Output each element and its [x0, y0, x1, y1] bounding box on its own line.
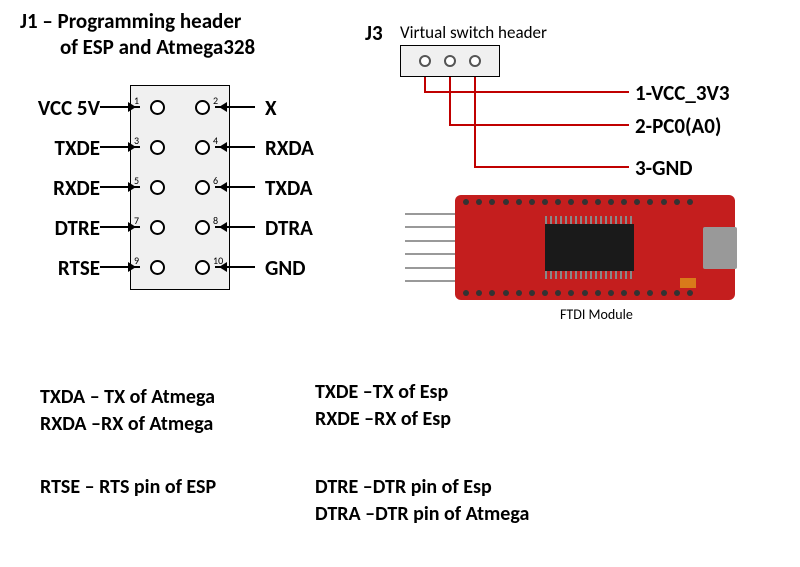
j3-wire-h-3	[474, 166, 629, 168]
j1-label-left-3: RXDE	[15, 175, 100, 201]
j1-arrow-left-1	[100, 106, 140, 108]
ftdi-bottom-pins	[463, 290, 693, 296]
j3-wire-v-1	[424, 77, 426, 92]
j1-arrow-right-4	[215, 226, 255, 228]
j1-pin-left-1	[150, 100, 165, 115]
j3-label-1: 1-VCC_3V3	[635, 80, 730, 106]
j3-pin-3	[469, 55, 481, 67]
j3-pin-1	[419, 55, 431, 67]
legend-left-3: RTSE – RTS pin of ESP	[40, 475, 216, 499]
j1-arrow-left-3	[100, 186, 140, 188]
j1-label-right-1: X	[265, 95, 277, 121]
j1-label-left-1: VCC 5V	[15, 95, 100, 121]
legend-right-1: TXDE –TX of Esp	[315, 380, 448, 404]
j1-label-right-3: TXDA	[265, 175, 312, 201]
ftdi-top-pins	[463, 199, 693, 205]
j1-pin-left-3	[150, 180, 165, 195]
j1-pin-right-1	[195, 100, 210, 115]
j1-pin-left-2	[150, 140, 165, 155]
j1-arrow-right-2	[215, 146, 255, 148]
j1-arrow-left-4	[100, 226, 140, 228]
j1-label-right-4: DTRA	[265, 215, 313, 241]
j1-title-line1: J1 – Programming header	[20, 8, 241, 34]
j1-pin-right-2	[195, 140, 210, 155]
j3-wire-h-1	[424, 91, 629, 93]
ftdi-chip-pins-bottom	[545, 271, 635, 279]
j1-arrow-right-5	[215, 266, 255, 268]
j1-pin-right-3	[195, 180, 210, 195]
legend-left-1: TXDA – TX of Atmega	[40, 385, 215, 409]
j3-wire-h-2	[449, 124, 629, 126]
ftdi-usb	[703, 227, 737, 269]
legend-right-2: RXDE –RX of Esp	[315, 407, 451, 431]
legend-left-2: RXDA –RX of Atmega	[40, 412, 213, 436]
j3-wire-v-2	[449, 77, 451, 125]
j1-title-line2: of ESP and Atmega328	[60, 34, 255, 60]
legend-right-3: DTRE –DTR pin of Esp	[315, 475, 492, 499]
ftdi-component	[680, 278, 696, 288]
j1-label-left-4: DTRE	[15, 215, 100, 241]
j3-wire-v-3	[474, 77, 476, 167]
legend-right-4: DTRA –DTR pin of Atmega	[315, 502, 529, 526]
j1-label-right-5: GND	[265, 255, 305, 281]
j1-pin-right-5	[195, 260, 210, 275]
j1-label-left-5: RTSE	[15, 255, 100, 281]
j3-pin-2	[444, 55, 456, 67]
j1-pin-right-4	[195, 220, 210, 235]
j1-arrow-right-1	[215, 106, 255, 108]
ftdi-leads	[405, 213, 455, 282]
j1-arrow-left-5	[100, 266, 140, 268]
j1-pin-left-4	[150, 220, 165, 235]
ftdi-caption: FTDI Module	[560, 306, 633, 323]
j1-label-left-2: TXDE	[15, 135, 100, 161]
j1-label-right-2: RXDA	[265, 135, 314, 161]
j3-label-3: 3-GND	[635, 155, 693, 181]
ftdi-chip	[545, 224, 635, 270]
j1-arrow-left-2	[100, 146, 140, 148]
ftdi-chip-pins-top	[545, 216, 635, 224]
j3-subtitle: Virtual switch header	[400, 22, 547, 43]
j3-title: J3	[365, 20, 383, 46]
j1-pin-left-5	[150, 260, 165, 275]
j3-label-2: 2-PC0(A0)	[635, 113, 721, 139]
j1-arrow-right-3	[215, 186, 255, 188]
